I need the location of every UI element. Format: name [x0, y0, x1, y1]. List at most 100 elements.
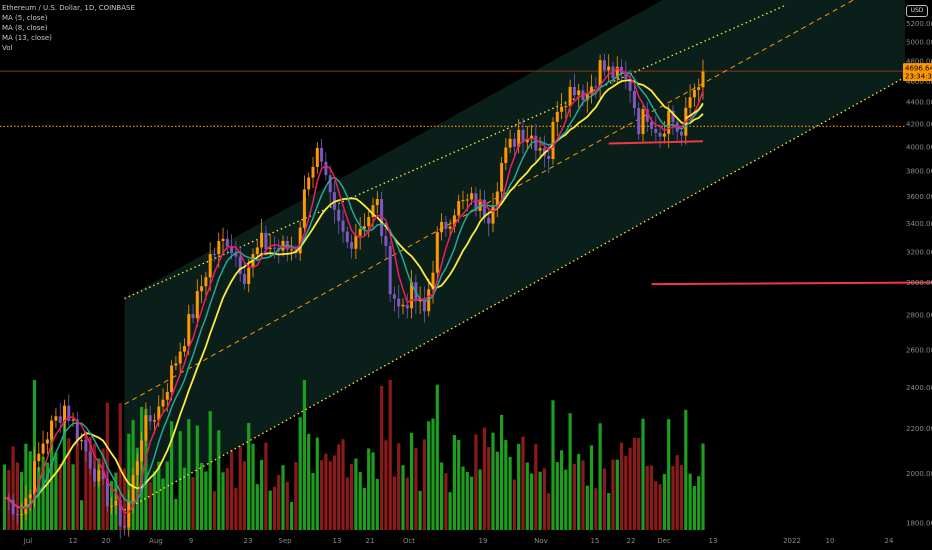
candle-body [174, 363, 178, 366]
volume-bar [328, 461, 332, 530]
candle-body [504, 147, 508, 163]
volume-bar [521, 436, 525, 530]
candle-body [388, 245, 392, 295]
volume-bar [495, 451, 499, 530]
drawings[interactable] [608, 102, 932, 286]
candle-body [165, 392, 169, 400]
volume-bar [667, 419, 671, 530]
time-tick-label: 22 [627, 537, 636, 545]
ma5-legend[interactable]: MA (5, close) [2, 14, 48, 22]
volume-bar [577, 453, 581, 530]
volume-bar [508, 456, 512, 530]
candle-body [465, 199, 469, 201]
candle-body [230, 246, 234, 254]
candle-body [273, 247, 276, 249]
candle-body [354, 235, 358, 249]
candle-body [645, 109, 649, 122]
channel-fill [124, 0, 905, 511]
candle-body [697, 87, 701, 90]
candle-body [191, 314, 195, 319]
volume-bar [701, 443, 705, 530]
candle-body [632, 90, 636, 109]
volume-bar [572, 463, 576, 530]
volume-bar [170, 421, 174, 530]
candle-body [650, 121, 653, 129]
volume-bar [452, 435, 456, 530]
candle-body [654, 128, 658, 133]
candle-body [380, 199, 384, 237]
volume-bar [598, 423, 602, 530]
volume-bar [225, 468, 229, 530]
time-tick-label: 21 [366, 537, 375, 545]
time-axis[interactable]: Jul 12 20 Aug 9 23 Sep 13 21 Oct 19 Nov 15 22 Dec 13 202… [23, 537, 894, 545]
volume-bar [247, 422, 251, 530]
volume-bar [165, 461, 169, 530]
symbol-title[interactable]: Ethereum / U.S. Dollar, 1D, COINBASE [2, 4, 135, 12]
candle-body [585, 94, 589, 101]
ma13-legend[interactable]: MA (13, close) [2, 34, 52, 42]
volume-bar [251, 443, 255, 530]
candle-body [54, 416, 58, 421]
volume-bar [585, 485, 589, 530]
candle-body [58, 416, 62, 423]
channel-upper-line [124, 5, 785, 300]
candle-body [564, 106, 568, 108]
candle-body [602, 60, 606, 71]
volume-bar [684, 409, 688, 530]
candle-body [474, 193, 478, 211]
volume-bar [697, 476, 701, 530]
candle-body [41, 443, 45, 454]
time-tick-label: 2022 [783, 537, 801, 545]
candle-body [470, 193, 474, 200]
volume-bar [302, 380, 306, 530]
candle-body [392, 294, 396, 299]
candle-body [183, 346, 186, 352]
volume-bar [491, 432, 495, 530]
price-tick-label: 3000.00 [906, 279, 932, 287]
candle-body [572, 86, 576, 96]
volume-bar [628, 447, 632, 530]
volume-bar [478, 469, 482, 530]
target-segment [651, 281, 932, 286]
volume-bar [555, 462, 559, 530]
ma8-legend[interactable]: MA (8, close) [2, 24, 48, 32]
candle-body [264, 232, 268, 249]
candle-body [688, 97, 692, 108]
candle-body [80, 440, 84, 442]
time-tick-label: 10 [826, 537, 835, 545]
time-tick-label: 20 [102, 537, 111, 545]
candle-body [551, 121, 555, 159]
candle-body [358, 228, 362, 236]
candle-body [495, 191, 499, 207]
candle-body [247, 267, 251, 284]
price-axis[interactable]: 1800.00 2000.00 2200.00 2400.00 2600.00 2800.… [906, 20, 932, 528]
volume-bar [470, 476, 474, 530]
volume-bar [20, 472, 24, 530]
time-tick-label: Nov [534, 537, 548, 545]
volume-bar [551, 400, 555, 530]
volume-bar [607, 493, 611, 530]
last-price-badge [903, 63, 932, 82]
volume-legend[interactable]: Vol [2, 44, 13, 52]
candle-body [153, 420, 156, 422]
volume-bar [221, 472, 225, 530]
volume-bar [354, 458, 358, 530]
candle-body [315, 147, 319, 167]
volume-bar [268, 490, 272, 530]
volume-bar [332, 455, 336, 530]
volume-bar [568, 413, 572, 530]
volume-bar [654, 481, 658, 530]
candle-body [101, 470, 105, 480]
currency-button[interactable]: USD [906, 5, 928, 17]
candle-body [127, 501, 131, 528]
volume-bar [637, 437, 641, 530]
candle-body [615, 66, 619, 79]
candle-body [594, 86, 598, 88]
candle-body [97, 470, 101, 482]
volume-bar [615, 459, 619, 530]
volume-bar [388, 380, 392, 530]
candle-body [560, 106, 564, 112]
candle-body [701, 71, 705, 88]
candle-body [457, 201, 461, 216]
